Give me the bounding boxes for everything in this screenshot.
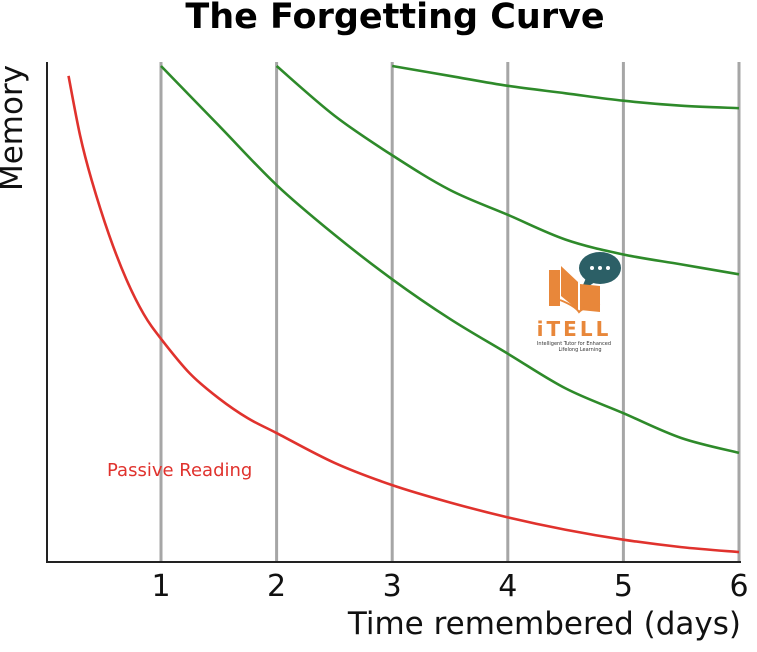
logo-tagline-line1: Intelligent Tutor for Enhanced [537, 341, 611, 347]
x-tick-label-6: 6 [729, 569, 748, 604]
x-tick-label-4: 4 [498, 569, 517, 604]
y-axis-label: Memory [0, 65, 30, 191]
chart-title: The Forgetting Curve [185, 0, 604, 37]
x-tick-label-3: 3 [383, 569, 402, 604]
series-line-review-2 [275, 65, 740, 276]
series-line-review-3 [391, 64, 740, 110]
grid-lines [159, 62, 741, 562]
series-line-passive-reading [67, 75, 740, 554]
open-book-icon [549, 266, 601, 314]
series-lines [67, 64, 740, 554]
x-axis-label: Time remembered (days) [347, 606, 741, 642]
x-tick-label-5: 5 [614, 569, 633, 604]
x-tick-labels: 1 2 3 4 5 6 [151, 569, 748, 604]
logo-tagline-line2: Lifelong Learning [558, 347, 601, 353]
itell-logo: iTELL Intelligent Tutor for Enhanced Lif… [537, 252, 621, 353]
passive-reading-label: Passive Reading [107, 460, 252, 481]
x-tick-label-1: 1 [151, 569, 170, 604]
logo-wordmark: iTELL [537, 317, 612, 341]
x-tick-label-2: 2 [267, 569, 286, 604]
series-line-review-1 [160, 65, 740, 455]
